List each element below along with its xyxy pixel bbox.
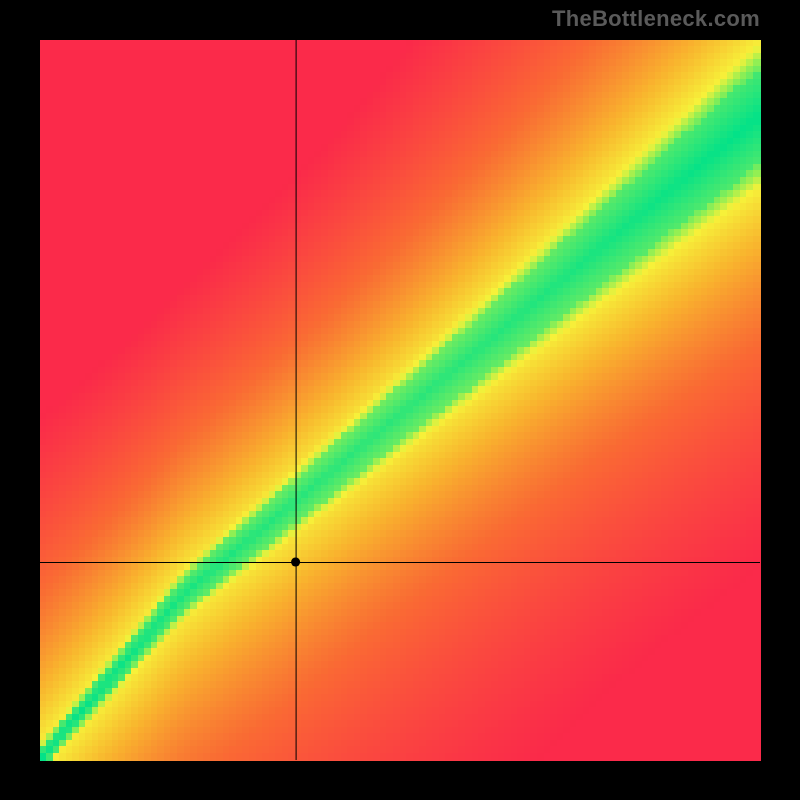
watermark-text: TheBottleneck.com xyxy=(552,6,760,32)
heatmap-canvas xyxy=(0,0,800,800)
